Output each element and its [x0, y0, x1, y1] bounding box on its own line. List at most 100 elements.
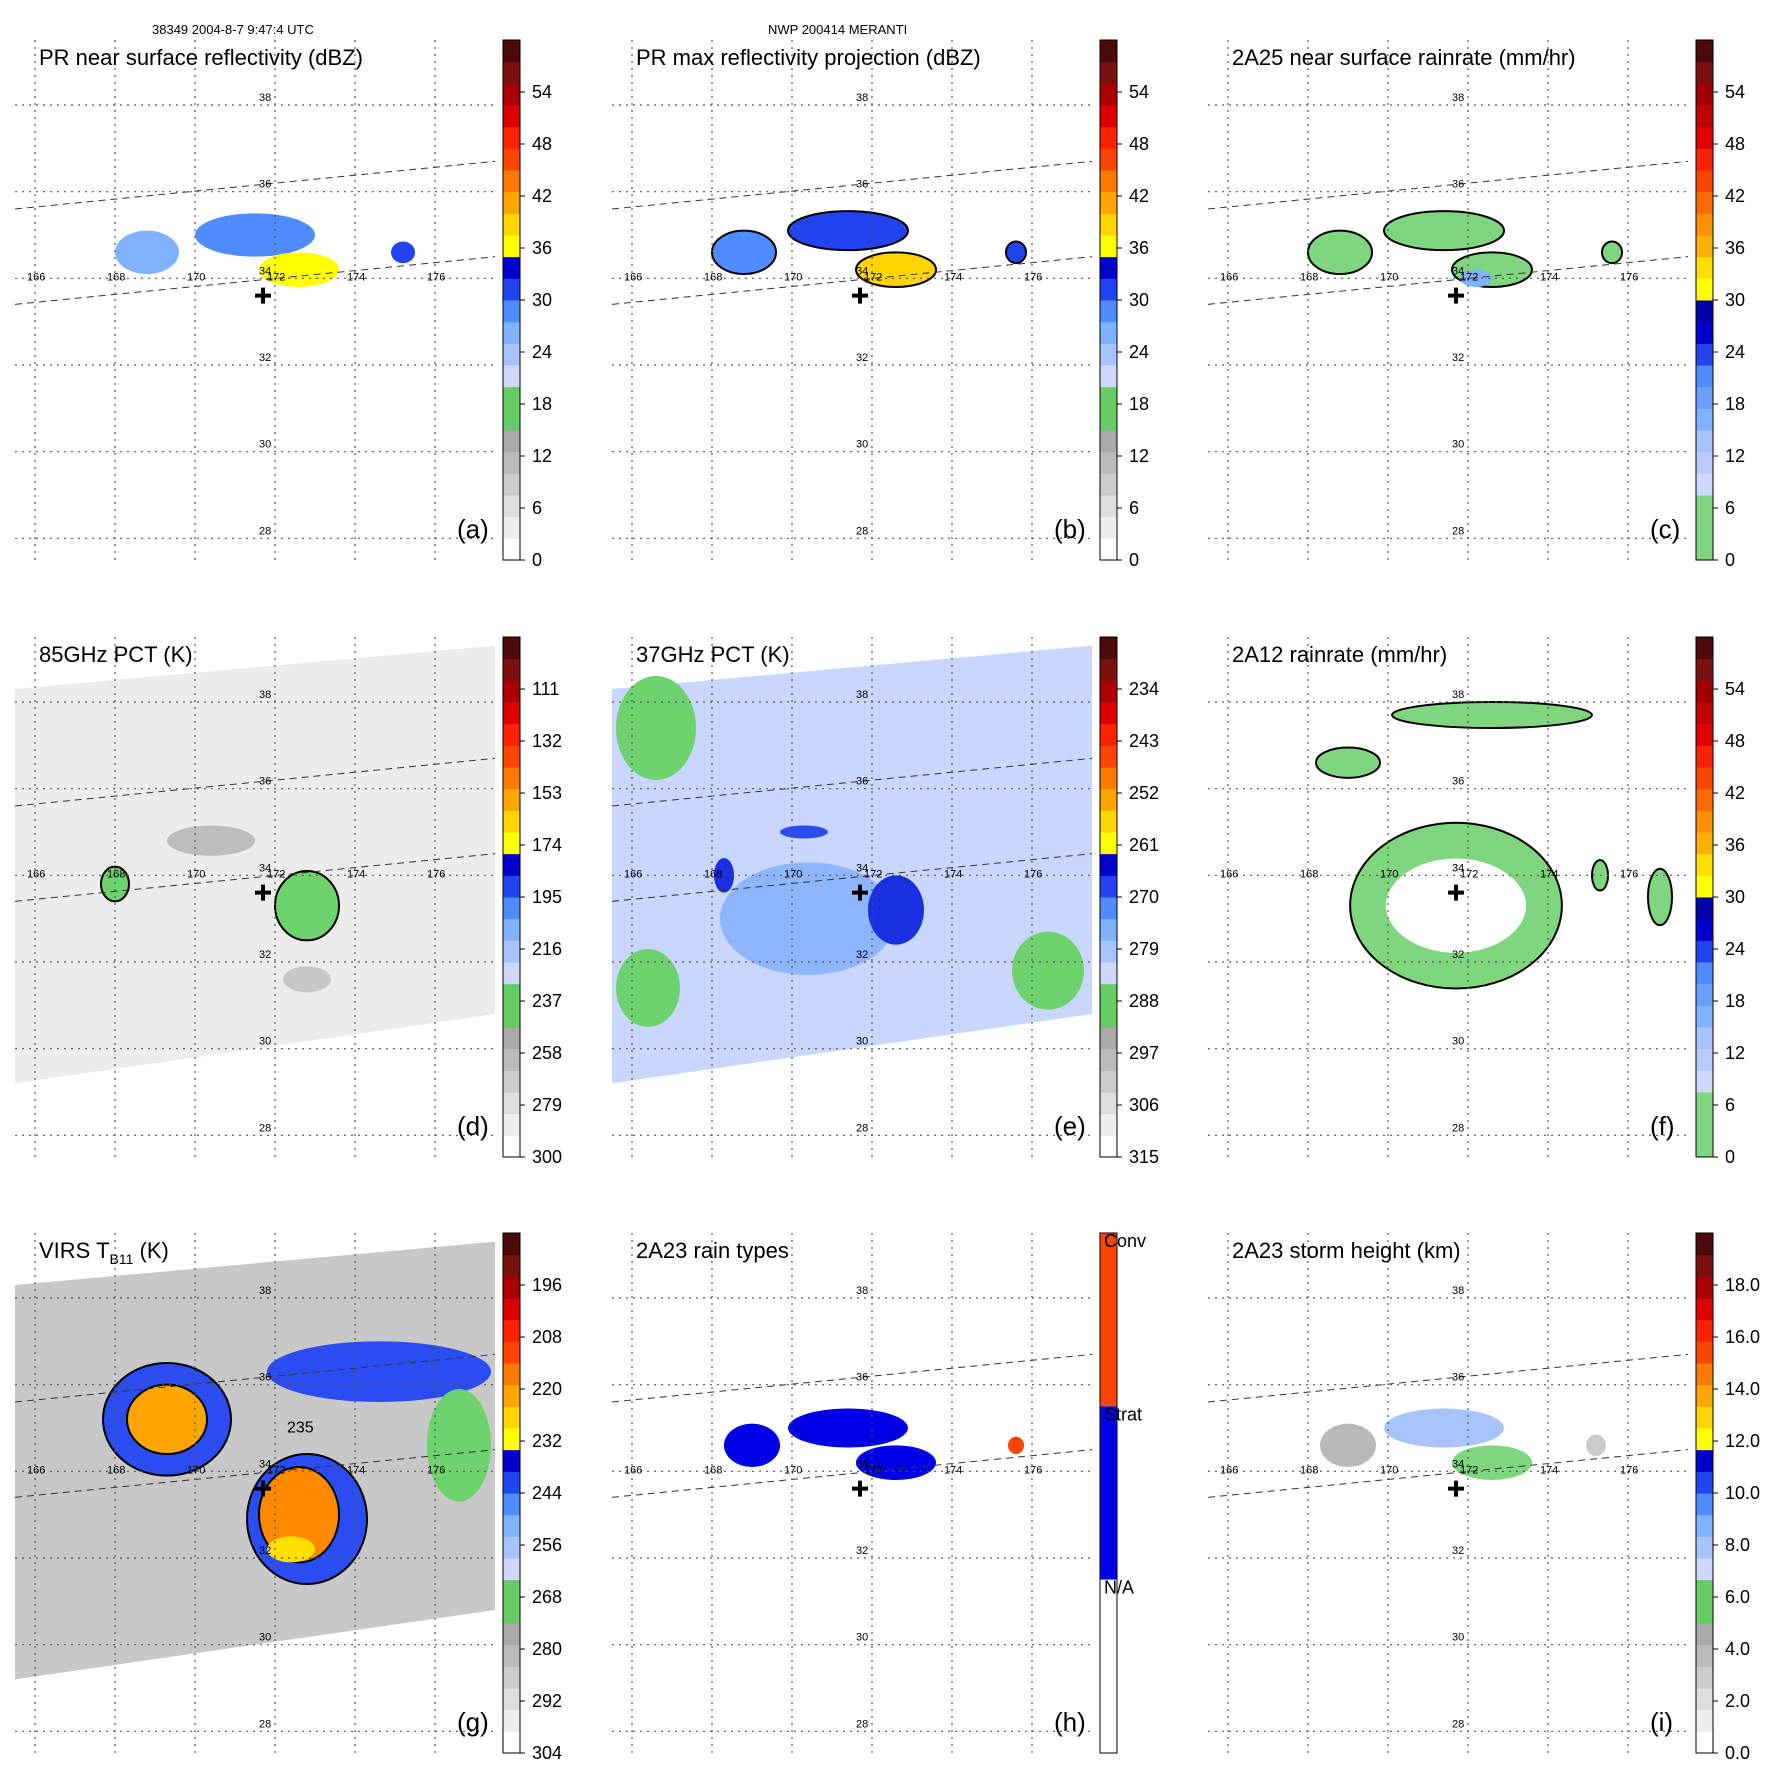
lat-tick-label: 38: [259, 92, 271, 104]
lon-tick-label: 170: [1380, 1465, 1398, 1477]
panel-title: 2A12 rainrate (mm/hr): [1232, 642, 1447, 667]
lat-tick-label: 32: [259, 1545, 271, 1557]
colorbar-segment: [1696, 343, 1713, 366]
panel-b: 166 168 170 172 174 176 38 36 34 32 30 28 PR max ref…: [612, 39, 1149, 570]
colorbar-segment: [503, 256, 520, 279]
colorbar-segment: [1100, 810, 1117, 833]
colorbar-segment: [1100, 745, 1117, 768]
lat-tick-label: 30: [856, 439, 868, 451]
swath-background: [15, 645, 495, 1084]
lat-tick-label: 28: [259, 525, 271, 537]
storm-center-marker: [852, 287, 868, 304]
colorbar-segment: [503, 278, 520, 301]
rain-feature-2: [1315, 746, 1381, 779]
colorbar-segment: [503, 637, 520, 660]
colorbar-segment: [503, 918, 520, 941]
colorbar-segment: [503, 61, 520, 84]
map-body: [612, 1233, 1092, 1753]
colorbar-tick-label: 279: [1129, 939, 1159, 959]
colorbar-segment: [1100, 637, 1117, 660]
colorbar-segment: [1696, 1406, 1713, 1429]
colorbar-segment: [1696, 451, 1713, 474]
rain-feature-6: [780, 825, 828, 839]
storm-center-marker: [255, 287, 271, 304]
lon-tick-label: 174: [347, 272, 365, 284]
lat-tick-label: 36: [259, 179, 271, 191]
colorbar-segment: [1696, 1493, 1713, 1516]
colorbar-segment: [503, 473, 520, 496]
lat-tick-label: 28: [259, 1122, 271, 1134]
colorbar-tick-label: 36: [1725, 835, 1745, 855]
colorbar-segment: [503, 516, 520, 539]
rain-feature-3: [283, 966, 331, 993]
lat-tick-label: 36: [856, 776, 868, 788]
colorbar-segment: [1100, 516, 1117, 539]
lon-tick-label: 172: [267, 272, 285, 284]
colorbar-tick-label: 54: [532, 82, 552, 102]
colorbar-segment: [503, 1298, 520, 1321]
lon-tick-label: 174: [1540, 272, 1558, 284]
storm-center-marker: [255, 884, 271, 901]
map-body: [1208, 40, 1688, 560]
colorbar-segment: [503, 1319, 520, 1342]
swath-north-edge: [612, 160, 1092, 210]
colorbar-tick-label: 10.0: [1725, 1483, 1760, 1503]
lon-tick-label: 168: [107, 869, 125, 881]
lat-tick-label: 32: [259, 352, 271, 364]
lat-tick-label: 28: [1452, 1122, 1464, 1134]
lon-tick-label: 174: [347, 869, 365, 881]
colorbar-segment: [1100, 723, 1117, 746]
lon-tick-label: 170: [187, 869, 205, 881]
colorbar-segment: [1696, 516, 1713, 539]
lat-tick-label: 28: [856, 525, 868, 537]
lon-tick-label: 166: [1220, 1465, 1238, 1477]
map-body: [15, 637, 495, 1157]
lon-tick-label: 174: [944, 272, 962, 284]
colorbar-segment: [503, 1688, 520, 1711]
colorbar-segment: [1100, 702, 1117, 725]
colorbar-segment: [503, 767, 520, 790]
colorbar-tick-label: 42: [1129, 186, 1149, 206]
colorbar-segment: [1696, 213, 1713, 236]
rain-feature-3: [720, 862, 896, 976]
colorbar-tick-label: 220: [532, 1379, 562, 1399]
colorbar-segment: [1696, 170, 1713, 193]
colorbar-segment: [1100, 1070, 1117, 1093]
colorbar-segment: [1696, 83, 1713, 106]
rain-feature-1: [126, 1383, 208, 1456]
rain-feature-1: [1383, 210, 1505, 252]
colorbar-tick-label: 297: [1129, 1043, 1159, 1063]
rain-feature-0: [1320, 1423, 1376, 1468]
colorbar-segment: [1100, 538, 1117, 561]
colorbar-segment: [1696, 1070, 1713, 1093]
lon-tick-label: 174: [1540, 1465, 1558, 1477]
colorbar-segment: [1100, 300, 1117, 323]
rain-feature-1: [616, 949, 680, 1027]
lat-tick-label: 34: [259, 265, 271, 277]
colorbar-tick-label: 244: [532, 1483, 562, 1503]
colorbar-tick-label: 18: [1725, 991, 1745, 1011]
colorbar-segment: [1696, 1298, 1713, 1321]
panel-title: 2A25 near surface rainrate (mm/hr): [1232, 45, 1576, 70]
swath-south-edge: [612, 1449, 1092, 1498]
pr-swath-edge-1: [15, 1449, 495, 1498]
lat-tick-label: 32: [856, 949, 868, 961]
rain-ring-outer-contour: [1349, 821, 1563, 990]
colorbar-segment: [503, 1471, 520, 1494]
panel-label: (h): [1054, 1707, 1086, 1737]
lat-tick-label: 36: [856, 179, 868, 191]
colorbar-segment: [1696, 1135, 1713, 1158]
colorbar-tick-label: 292: [532, 1691, 562, 1711]
colorbar-segment: [503, 321, 520, 344]
colorbar-segment: [1100, 191, 1117, 214]
lat-tick-label: 38: [1452, 689, 1464, 701]
colorbar-tick-label: 36: [532, 238, 552, 258]
colorbar-segment: [503, 810, 520, 833]
colorbar-segment: [503, 1731, 520, 1754]
pr-swath-edge-0: [612, 757, 1092, 807]
colorbar-tick-label: 48: [1725, 731, 1745, 751]
contour-value-label: 235: [287, 1419, 314, 1436]
lon-tick-label: 176: [427, 272, 445, 284]
colorbar-tick-label: 0: [1725, 1147, 1735, 1167]
map-body: [1208, 1233, 1688, 1753]
